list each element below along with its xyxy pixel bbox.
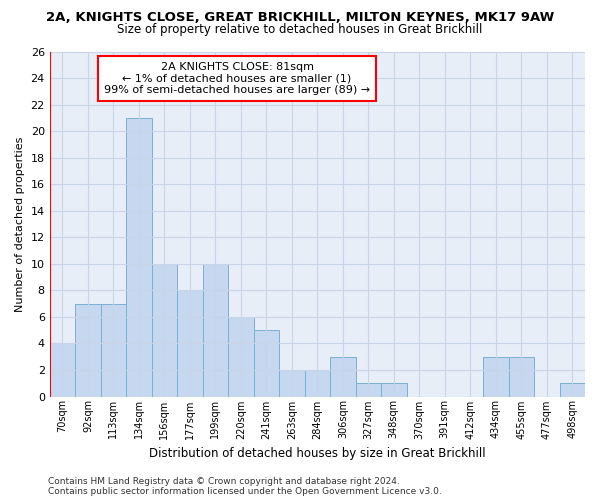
- Bar: [203, 264, 228, 396]
- Bar: [356, 383, 381, 396]
- Text: 2A, KNIGHTS CLOSE, GREAT BRICKHILL, MILTON KEYNES, MK17 9AW: 2A, KNIGHTS CLOSE, GREAT BRICKHILL, MILT…: [46, 11, 554, 24]
- Bar: [254, 330, 279, 396]
- X-axis label: Distribution of detached houses by size in Great Brickhill: Distribution of detached houses by size …: [149, 447, 485, 460]
- Y-axis label: Number of detached properties: Number of detached properties: [15, 136, 25, 312]
- Bar: [483, 356, 509, 397]
- Bar: [228, 317, 254, 396]
- Bar: [381, 383, 407, 396]
- Bar: [330, 356, 356, 397]
- Bar: [177, 290, 203, 397]
- Bar: [75, 304, 101, 396]
- Bar: [50, 344, 75, 396]
- Text: Contains HM Land Registry data © Crown copyright and database right 2024.
Contai: Contains HM Land Registry data © Crown c…: [48, 476, 442, 496]
- Bar: [305, 370, 330, 396]
- Bar: [560, 383, 585, 396]
- Bar: [152, 264, 177, 396]
- Bar: [279, 370, 305, 396]
- Bar: [509, 356, 534, 397]
- Text: Size of property relative to detached houses in Great Brickhill: Size of property relative to detached ho…: [118, 22, 482, 36]
- Text: 2A KNIGHTS CLOSE: 81sqm
← 1% of detached houses are smaller (1)
99% of semi-deta: 2A KNIGHTS CLOSE: 81sqm ← 1% of detached…: [104, 62, 370, 95]
- Bar: [101, 304, 126, 396]
- Bar: [126, 118, 152, 396]
